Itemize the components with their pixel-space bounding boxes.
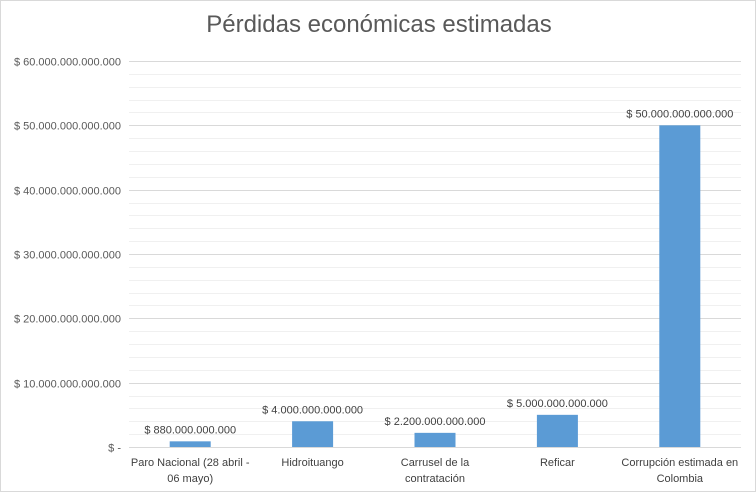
category-label: Reficar: [540, 457, 575, 469]
bar: [536, 414, 578, 447]
bar: [414, 432, 456, 447]
y-tick-label: $ 60.000.000.000.000: [14, 57, 121, 69]
category-label: Hidroituango: [281, 457, 343, 469]
bar: [292, 421, 334, 447]
y-tick-label: $ 40.000.000.000.000: [14, 186, 121, 198]
y-tick-label: $ 50.000.000.000.000: [14, 121, 121, 133]
category-label: contratación: [405, 473, 465, 485]
data-label: $ 50.000.000.000.000: [626, 108, 733, 120]
category-label: Paro Nacional (28 abril -: [131, 457, 250, 469]
y-tick-label: $ 30.000.000.000.000: [14, 250, 121, 262]
data-label: $ 2.200.000.000.000: [385, 416, 486, 428]
category-label: Carrusel de la: [401, 457, 470, 469]
category-label: Corrupción estimada en: [621, 457, 738, 469]
y-tick-label: $ 10.000.000.000.000: [14, 379, 121, 391]
data-label: $ 4.000.000.000.000: [262, 404, 363, 416]
y-tick-label: $ -: [108, 443, 121, 455]
category-label: 06 mayo): [167, 473, 213, 485]
bar: [659, 125, 701, 447]
bar: [169, 441, 211, 447]
data-label: $ 5.000.000.000.000: [507, 398, 608, 410]
y-tick-label: $ 20.000.000.000.000: [14, 314, 121, 326]
chart-title: Pérdidas económicas estimadas: [206, 11, 552, 38]
data-label: $ 880.000.000.000: [144, 424, 236, 436]
category-label: Colombia: [657, 473, 704, 485]
